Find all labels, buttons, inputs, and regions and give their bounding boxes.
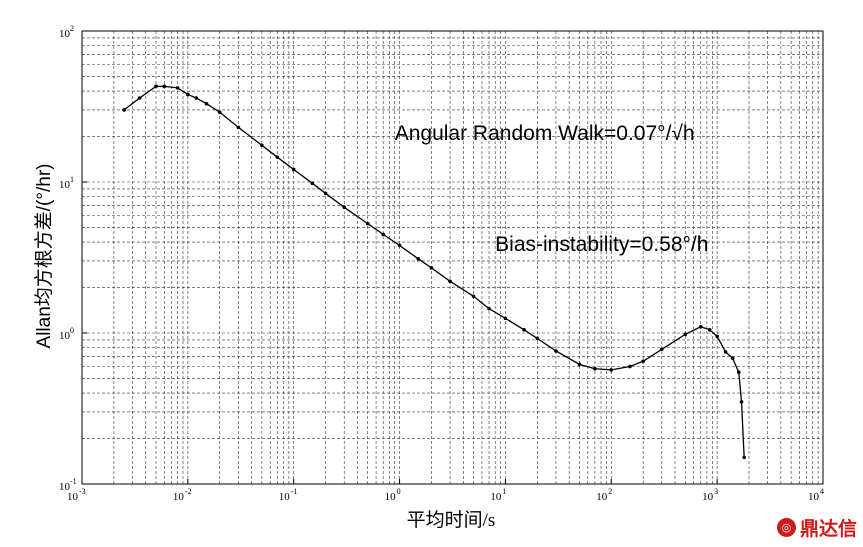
axes-box bbox=[81, 30, 824, 485]
data-point bbox=[310, 181, 315, 186]
data-point bbox=[186, 92, 190, 97]
data-point bbox=[365, 221, 370, 226]
x-tick-label: 10 bbox=[490, 491, 502, 503]
annotation-bias-instability: Bias-instability=0.58°/h bbox=[495, 233, 708, 256]
x-tick-base: 10 bbox=[173, 491, 185, 503]
x-tick-base: 10 bbox=[279, 491, 291, 503]
x-tick-label: 10 bbox=[808, 491, 820, 503]
x-tick-base: 10 bbox=[808, 491, 820, 503]
x-tick-exponent: -2 bbox=[185, 487, 192, 496]
y-tick-exponent: 0 bbox=[70, 326, 74, 335]
plot-frame bbox=[81, 30, 824, 485]
data-point bbox=[416, 257, 421, 261]
data-point bbox=[628, 364, 632, 369]
x-tick-label: 10 bbox=[702, 491, 714, 503]
data-point bbox=[175, 86, 180, 90]
data-point bbox=[291, 167, 296, 172]
data-point bbox=[154, 84, 158, 89]
data-point bbox=[742, 455, 746, 460]
x-tick-exponent: 0 bbox=[397, 487, 401, 496]
x-tick-exponent: 1 bbox=[502, 487, 506, 496]
data-point bbox=[162, 84, 167, 89]
data-point bbox=[522, 328, 526, 332]
x-tick-base: 10 bbox=[490, 491, 502, 503]
y-tick-label: 10 bbox=[59, 179, 71, 191]
data-point bbox=[723, 350, 728, 354]
data-point bbox=[577, 362, 582, 367]
data-point bbox=[471, 294, 476, 299]
logo-icon: ◎ bbox=[776, 518, 796, 537]
y-tick-label: 10 bbox=[59, 330, 71, 342]
data-point bbox=[736, 370, 741, 375]
y-tick-exponent: 1 bbox=[70, 175, 74, 184]
data-point bbox=[429, 266, 434, 270]
y-tick-label: 10 bbox=[59, 481, 71, 493]
x-axis-label: 平均时间/s bbox=[407, 509, 496, 531]
x-tick-base: 10 bbox=[702, 491, 714, 503]
watermark: ◎ 鼎达信 bbox=[776, 514, 857, 541]
data-point bbox=[609, 368, 614, 372]
data-point bbox=[217, 110, 222, 114]
data-point bbox=[698, 324, 703, 329]
x-tick-label: 10 bbox=[67, 491, 79, 503]
data-point bbox=[707, 328, 712, 332]
x-tick-exponent: -3 bbox=[79, 487, 86, 496]
x-tick-base: 10 bbox=[385, 491, 397, 503]
data-series bbox=[122, 84, 746, 460]
data-point bbox=[593, 366, 597, 371]
data-point bbox=[659, 347, 664, 352]
data-point bbox=[487, 306, 491, 311]
data-point bbox=[554, 349, 558, 353]
annotation-arw: Angular Random Walk=0.07°/√h bbox=[395, 122, 695, 145]
y-tick-label: 10 bbox=[59, 28, 71, 40]
data-point bbox=[260, 143, 264, 148]
watermark-text: 鼎达信 bbox=[799, 518, 857, 540]
grid-lines bbox=[82, 31, 823, 484]
x-tick-label: 10 bbox=[385, 491, 397, 503]
y-axis-label: Allan均方根方差/(°/hr) bbox=[33, 164, 55, 349]
data-point bbox=[194, 96, 199, 100]
data-point bbox=[503, 316, 508, 321]
data-point bbox=[204, 101, 209, 106]
data-point bbox=[342, 205, 347, 210]
data-point bbox=[715, 334, 719, 339]
y-tick-exponent: -1 bbox=[70, 477, 77, 486]
data-point bbox=[683, 332, 688, 337]
data-point bbox=[535, 336, 540, 341]
x-tick-base: 10 bbox=[67, 491, 79, 503]
data-point bbox=[137, 96, 142, 100]
x-tick-base: 10 bbox=[596, 491, 608, 503]
x-tick-label: 10 bbox=[596, 491, 608, 503]
data-point bbox=[641, 359, 645, 364]
x-tick-labels: 10 -3 10 -2 10 -1 10 0 10 1 10 2 10 3 10 4 bbox=[67, 479, 824, 503]
data-point bbox=[275, 155, 280, 159]
data-point bbox=[122, 108, 126, 112]
x-tick-exponent: -1 bbox=[291, 487, 298, 496]
x-tick-label: 10 bbox=[173, 491, 185, 503]
x-tick-exponent: 4 bbox=[820, 487, 824, 496]
data-point bbox=[730, 356, 735, 361]
y-tick-exponent: 2 bbox=[70, 24, 74, 33]
data-point bbox=[397, 243, 402, 248]
data-point bbox=[381, 232, 385, 237]
x-tick-exponent: 2 bbox=[608, 487, 612, 496]
x-tick-label: 10 bbox=[279, 491, 291, 503]
data-point bbox=[323, 191, 328, 196]
data-point bbox=[448, 279, 452, 284]
data-point bbox=[739, 400, 744, 404]
data-point bbox=[236, 125, 241, 130]
x-tick-exponent: 3 bbox=[714, 487, 718, 496]
